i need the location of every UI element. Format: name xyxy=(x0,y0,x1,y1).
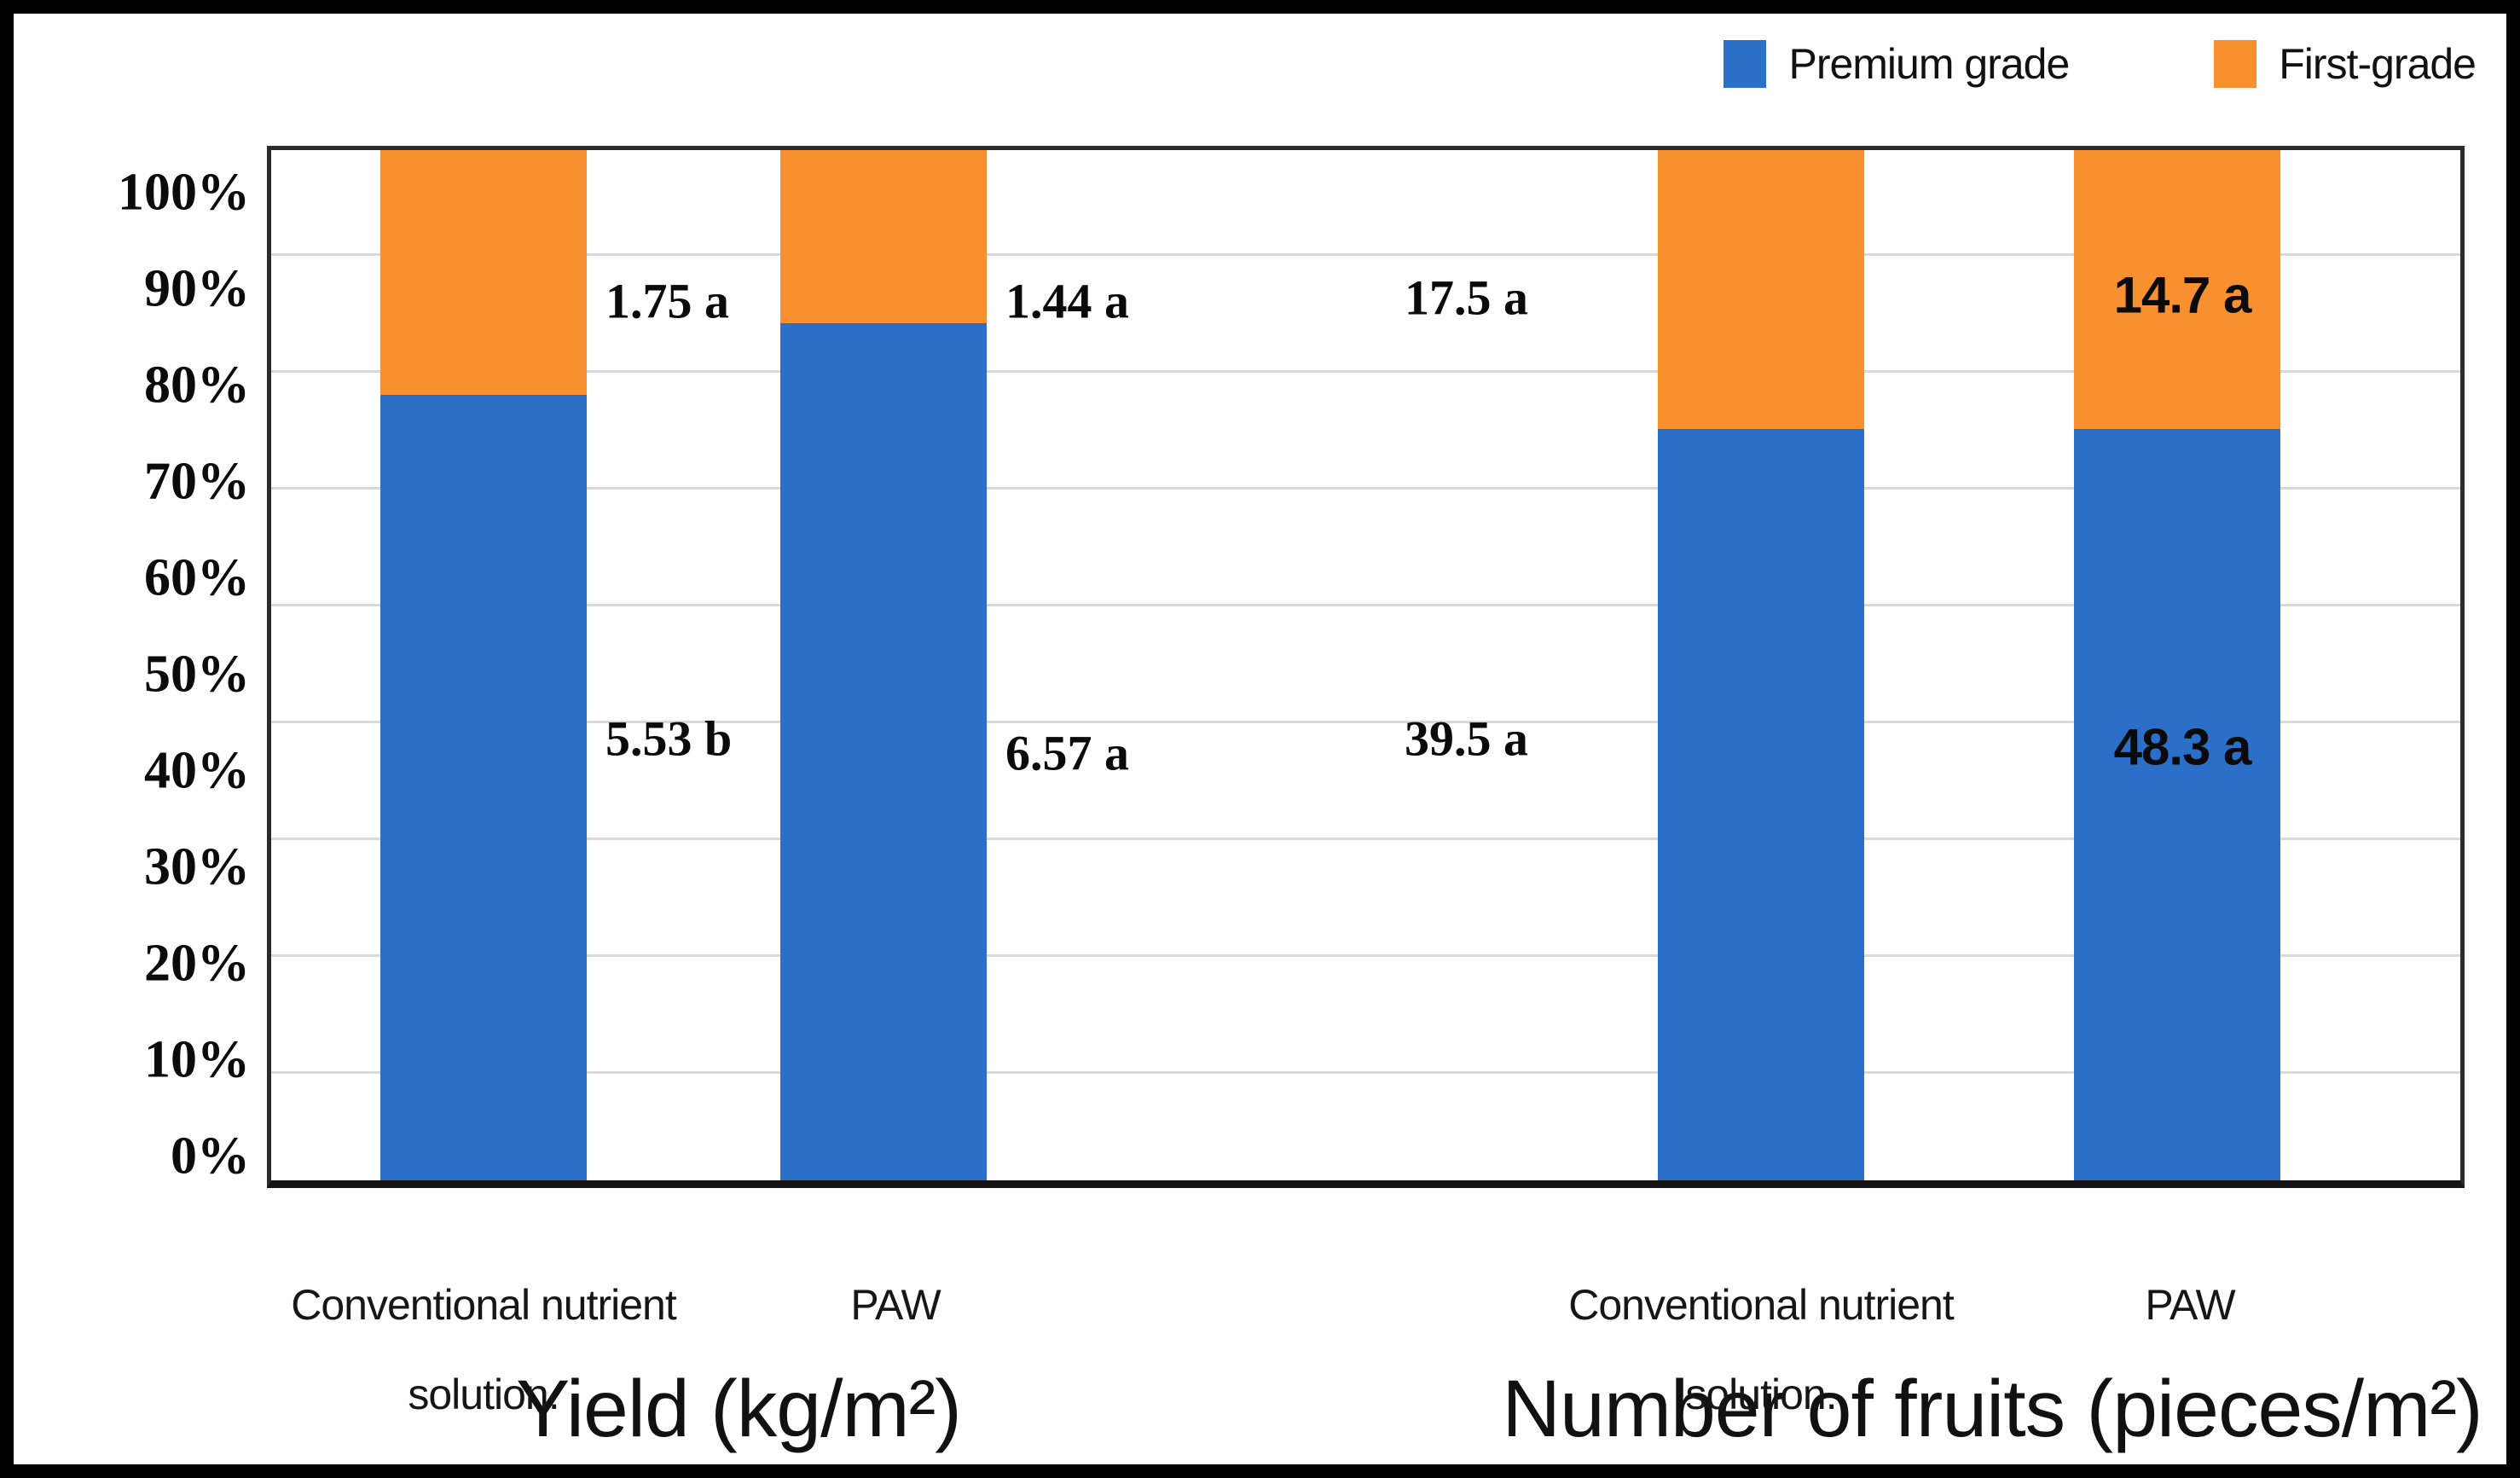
value-label-premium: 39.5 a xyxy=(1405,710,1528,767)
y-tick-label: 0% xyxy=(171,1127,250,1185)
category-label: PAW xyxy=(2145,1281,2235,1329)
legend-label-premium: Premium grade xyxy=(1788,40,2070,88)
y-tick-label: 50% xyxy=(144,645,250,704)
y-tick-label: 10% xyxy=(144,1030,250,1089)
bar-premium-segment xyxy=(780,322,987,1188)
value-label-premium: 5.53 b xyxy=(605,710,733,767)
y-tick-label: 30% xyxy=(144,838,250,896)
gridline xyxy=(267,604,2465,606)
category-label: PAW xyxy=(850,1281,941,1329)
legend-swatch-premium-icon xyxy=(1723,40,1767,88)
plot-area xyxy=(267,146,2465,1188)
value-label-first: 17.5 a xyxy=(1405,270,1528,326)
legend-swatch-first-icon xyxy=(2214,40,2257,88)
category-label: Conventional nutrient solution. xyxy=(291,1281,677,1418)
bar-premium-segment xyxy=(380,395,587,1188)
y-tick-label: 40% xyxy=(144,741,250,800)
gridline xyxy=(267,954,2465,957)
legend-item-premium-grade: Premium grade xyxy=(1723,39,2070,89)
bar-column xyxy=(1658,146,1864,1188)
legend: Premium grade First-grade xyxy=(1723,39,2477,89)
bar-column xyxy=(2074,146,2280,1188)
legend-label-first: First-grade xyxy=(2279,40,2477,88)
y-tick-label: 100% xyxy=(118,163,250,222)
y-tick-label: 60% xyxy=(144,548,250,607)
bar-first-segment xyxy=(380,146,587,396)
bar-first-segment xyxy=(1658,146,1864,430)
gridline xyxy=(267,487,2465,490)
bar-column xyxy=(380,146,587,1188)
gridline xyxy=(267,838,2465,840)
value-label-premium: 48.3 a xyxy=(2113,718,2252,776)
gridline xyxy=(267,253,2465,256)
legend-item-first-grade: First-grade xyxy=(2214,39,2477,89)
y-tick-label: 70% xyxy=(144,452,250,511)
category-label: Conventional nutrient solution. xyxy=(1568,1281,1955,1418)
value-label-premium: 6.57 a xyxy=(1005,725,1129,781)
bar-first-segment xyxy=(2074,146,2280,430)
y-tick-label: 80% xyxy=(144,356,250,414)
bar-premium-segment xyxy=(2074,429,2280,1188)
bar-column xyxy=(780,146,987,1188)
value-label-first: 1.75 a xyxy=(605,273,729,329)
group-axis-title-yield: Yield (kg/m²) xyxy=(516,1364,962,1454)
value-label-first: 14.7 a xyxy=(2113,266,2252,324)
bar-premium-segment xyxy=(1658,429,1864,1188)
y-tick-label: 90% xyxy=(144,259,250,318)
bar-first-segment xyxy=(780,146,987,323)
y-tick-label: 20% xyxy=(144,934,250,993)
gridline xyxy=(267,1071,2465,1074)
group-axis-title-fruits: Number of fruits (pieces/m²) xyxy=(1502,1364,2482,1454)
gridline xyxy=(267,721,2465,723)
value-label-first: 1.44 a xyxy=(1005,273,1129,329)
gridline xyxy=(267,370,2465,373)
